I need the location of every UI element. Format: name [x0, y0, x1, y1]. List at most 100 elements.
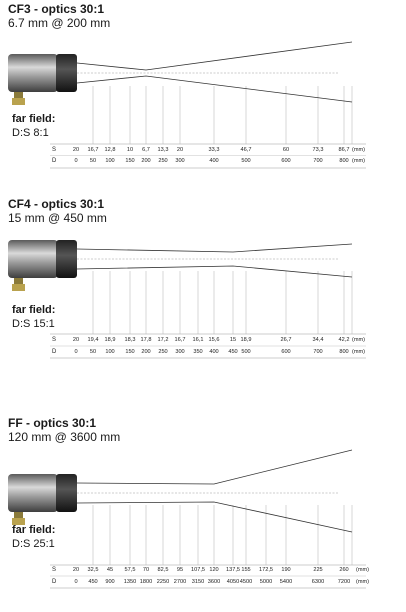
cf4-subtitle: 15 mm @ 450 mm [8, 211, 107, 225]
distance-value: 450 [228, 349, 237, 355]
distance-value: 4050 [227, 579, 239, 585]
distance-value: 0 [74, 349, 77, 355]
distance-value: 900 [105, 579, 114, 585]
spot-size-value: 32,5 [88, 567, 99, 573]
spot-size-value: 190 [281, 567, 290, 573]
cf4-title: CF4 - optics 30:1 [8, 197, 105, 211]
distance-value: 7200 [338, 579, 350, 585]
cf4-far-field-label: far field: [12, 304, 56, 316]
distance-value: 600 [281, 349, 290, 355]
distance-value: 5400 [280, 579, 292, 585]
distance-value: 50 [90, 349, 96, 355]
distance-value: 150 [125, 349, 134, 355]
distance-value: 3600 [208, 579, 220, 585]
spot-size-value: 120 [209, 567, 218, 573]
data-table [50, 564, 366, 589]
spot-size-value: 19,4 [88, 337, 99, 343]
row-label-d: D [52, 579, 57, 585]
sensor-icon [8, 474, 77, 525]
distance-value: 500 [241, 349, 250, 355]
distance-value: 400 [209, 349, 218, 355]
distance-value: 5000 [260, 579, 272, 585]
distance-value: 300 [175, 158, 184, 164]
spot-size-value: 20 [73, 147, 79, 153]
distance-value: 500 [241, 158, 250, 164]
cf4-ds-ratio: D:S 15:1 [12, 318, 55, 330]
data-table [50, 143, 366, 169]
cf3-section: S D 20 16,7 12,8 10 6,7 13,3 20 33,3 46,7 60 73,3 86,… [0, 2, 406, 198]
spot-size-value: 70 [143, 567, 149, 573]
distance-value: 600 [281, 158, 290, 164]
beam-envelope [76, 41, 353, 103]
spot-size-value: 20 [73, 567, 79, 573]
cf3-diagram: SD 20 16,7 12,8 10 6,7 13,3 20 33,3 46,7 60 73,3 86,… [8, 41, 366, 169]
spot-size-value: 86,7 [339, 147, 350, 153]
unit-label-s: (mm) [352, 337, 365, 343]
cf3-subtitle: 6.7 mm @ 200 mm [8, 16, 111, 30]
distance-value: 100 [105, 349, 114, 355]
distance-value: 200 [141, 158, 150, 164]
cf3-ds-ratio: D:S 8:1 [12, 127, 49, 139]
sensor-icon [8, 240, 77, 291]
distance-value: 200 [141, 349, 150, 355]
spot-size-value: 260 [339, 567, 348, 573]
unit-label-d: (mm) [356, 579, 369, 585]
spot-size-value: 16,7 [88, 147, 99, 153]
unit-label-d: (mm) [352, 349, 365, 355]
distance-value: 100 [105, 158, 114, 164]
distance-value: 350 [193, 349, 202, 355]
distance-value: 800 [339, 158, 348, 164]
unit-label-d: (mm) [352, 158, 365, 164]
ff-far-field-label: far field: [12, 524, 56, 536]
spot-size-value: 26,7 [281, 337, 292, 343]
spot-size-value: 46,7 [241, 147, 252, 153]
distance-value: 450 [88, 579, 97, 585]
distance-value: 800 [339, 349, 348, 355]
distance-value: 400 [209, 158, 218, 164]
spot-size-value: 42,2 [339, 337, 350, 343]
cf4-diagram: SD 20 19,4 18,9 18,3 17,8 17,2 16,7 16,1 15,6 15 18… [8, 240, 366, 359]
unit-label-s: (mm) [352, 147, 365, 153]
spot-size-value: 172,5 [259, 567, 273, 573]
ff-subtitle: 120 mm @ 3600 mm [8, 430, 121, 444]
beam-envelope [76, 449, 353, 533]
spot-size-value: 155 [241, 567, 250, 573]
spot-size-value: 137,5 [226, 567, 240, 573]
spot-size-value: 18,9 [105, 337, 116, 343]
spot-size-value: 95 [177, 567, 183, 573]
spot-size-value: 33,3 [209, 147, 220, 153]
spot-size-value: 17,2 [158, 337, 169, 343]
sensor-icon [8, 54, 77, 105]
spot-size-value: 15 [230, 337, 236, 343]
distance-value: 250 [158, 349, 167, 355]
spot-size-value: 16,7 [175, 337, 186, 343]
cf4-section: S D 20 19,4 18,9 18,3 17,8 17,2 16,7 16,1 15,6 15 18… [0, 197, 406, 393]
distance-value: 2700 [174, 579, 186, 585]
spot-size-value: 57,5 [125, 567, 136, 573]
ff-ds-ratio: D:S 25:1 [12, 538, 55, 550]
row-label-s: S [52, 337, 56, 343]
spot-size-value: 17,8 [141, 337, 152, 343]
distance-value: 4500 [240, 579, 252, 585]
distance-value: 1350 [124, 579, 136, 585]
distance-value: 1800 [140, 579, 152, 585]
row-label-s: S [52, 147, 56, 153]
distance-value: 3150 [192, 579, 204, 585]
distance-value: 250 [158, 158, 167, 164]
distance-value: 50 [90, 158, 96, 164]
spot-size-value: 18,3 [125, 337, 136, 343]
spot-size-value: 12,8 [105, 147, 116, 153]
spot-size-value: 107,5 [191, 567, 205, 573]
spot-size-value: 10 [127, 147, 133, 153]
ff-title: FF - optics 30:1 [8, 416, 97, 430]
beam-envelope [76, 243, 353, 278]
distance-value: 150 [125, 158, 134, 164]
data-table [50, 333, 366, 359]
spot-size-value: 20 [177, 147, 183, 153]
unit-label-s: (mm) [356, 567, 369, 573]
distance-value: 0 [74, 579, 77, 585]
distance-value: 0 [74, 158, 77, 164]
ff-diagram: SD 20 32,5 45 57,5 70 82,5 95 107,5 120 137,5 155 17… [8, 449, 369, 589]
spot-size-value: 73,3 [313, 147, 324, 153]
spot-size-value: 225 [313, 567, 322, 573]
